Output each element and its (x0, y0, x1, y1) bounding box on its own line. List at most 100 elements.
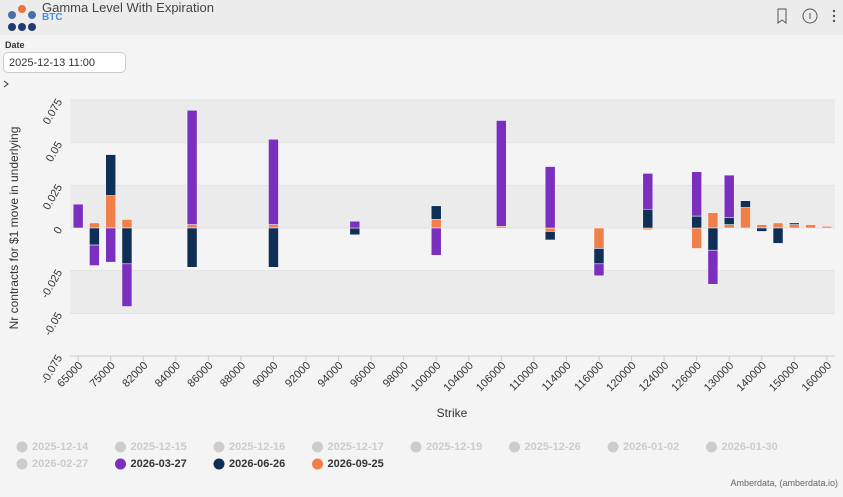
bar[interactable] (691, 215, 702, 229)
x-tick-label: 126000 (669, 360, 703, 394)
bar[interactable] (740, 200, 751, 208)
bar[interactable] (72, 203, 84, 229)
x-tick-label: 88000 (218, 360, 248, 390)
bar[interactable] (723, 224, 735, 229)
bar[interactable] (642, 208, 654, 229)
x-tick-label: 84000 (153, 360, 183, 390)
legend-label[interactable]: 2026-01-30 (722, 441, 778, 453)
bar[interactable] (105, 195, 116, 229)
x-tick-label: 96000 (348, 360, 378, 390)
x-tick-label: 130000 (702, 360, 736, 394)
date-input[interactable]: 2025-12-13 11:00 (3, 52, 126, 73)
bar[interactable] (89, 227, 100, 246)
bar[interactable] (268, 227, 279, 268)
bar[interactable] (544, 227, 556, 232)
legend-symbol[interactable] (706, 441, 717, 453)
bar[interactable] (496, 226, 507, 229)
bar[interactable] (723, 174, 735, 219)
legend-symbol[interactable] (312, 458, 323, 470)
legend-label[interactable]: 2025-12-14 (32, 441, 89, 453)
bar[interactable] (691, 171, 702, 217)
bar[interactable] (186, 227, 198, 268)
bar[interactable] (805, 224, 816, 229)
bar[interactable] (691, 227, 702, 249)
bar[interactable] (789, 224, 800, 229)
bar[interactable] (268, 139, 279, 225)
bar[interactable] (544, 231, 556, 241)
bar[interactable] (756, 224, 768, 229)
legend-label[interactable]: 2025-12-16 (229, 441, 285, 453)
y-tick-label: 0.025 (41, 182, 65, 212)
legend-symbol[interactable] (16, 441, 28, 453)
toolbar[interactable] (770, 4, 840, 28)
bar[interactable] (105, 227, 116, 263)
bar[interactable] (121, 227, 133, 265)
legend-label[interactable]: 2026-03-27 (131, 458, 187, 470)
bar[interactable] (349, 227, 361, 236)
x-tick-label: 100000 (409, 360, 443, 394)
bar[interactable] (740, 207, 751, 229)
x-tick-label: 114000 (540, 360, 574, 394)
legend-label[interactable]: 2025-12-15 (131, 441, 187, 453)
x-tick-label: 120000 (604, 360, 638, 394)
bar[interactable] (707, 212, 719, 229)
legend-label[interactable]: 2025-12-17 (328, 441, 384, 453)
legend-symbol[interactable] (312, 441, 323, 453)
x-tick-label: 106000 (474, 360, 508, 394)
legend-symbol[interactable] (115, 458, 126, 470)
bar[interactable] (430, 205, 442, 220)
bar[interactable] (121, 219, 133, 229)
legend-label[interactable]: 2025-12-26 (525, 441, 581, 453)
bar[interactable] (121, 263, 133, 307)
legend-symbol[interactable] (213, 441, 225, 453)
legend-symbol[interactable] (410, 441, 422, 453)
bar[interactable] (642, 173, 654, 210)
bar[interactable] (593, 248, 605, 265)
x-tick-label: 94000 (316, 360, 346, 390)
date-label: Date (5, 40, 25, 50)
bar[interactable] (593, 227, 605, 249)
bar[interactable] (349, 220, 361, 229)
legend-label[interactable]: 2026-09-25 (328, 458, 384, 470)
legend-label[interactable]: 2026-06-26 (229, 458, 285, 470)
plot-band (70, 270, 835, 314)
bar[interactable] (723, 217, 735, 225)
legend-label[interactable]: 2025-12-19 (426, 441, 482, 453)
legend-symbol[interactable] (607, 441, 619, 453)
plot-band (70, 100, 835, 143)
bar[interactable] (821, 226, 833, 229)
bar[interactable] (89, 222, 100, 229)
bar[interactable] (707, 249, 719, 285)
y-tick-label: -0.05 (42, 310, 65, 338)
bar[interactable] (544, 166, 556, 229)
bar[interactable] (756, 227, 768, 232)
expand[interactable] (2, 79, 12, 89)
bar[interactable] (89, 244, 100, 266)
bar[interactable] (707, 227, 719, 251)
bar[interactable] (430, 219, 442, 229)
bar[interactable] (430, 227, 442, 256)
bar[interactable] (593, 263, 605, 277)
legend-label[interactable]: 2026-01-02 (623, 441, 679, 453)
logo (8, 5, 36, 31)
legend-symbol[interactable] (509, 441, 520, 453)
bar[interactable] (642, 227, 654, 230)
legend-label[interactable]: 2026-02-27 (32, 458, 88, 470)
legend-symbol[interactable] (213, 458, 225, 470)
bar[interactable] (496, 120, 507, 227)
x-tick-label: 86000 (185, 360, 215, 390)
y-tick-label: 0.05 (44, 140, 65, 165)
bar[interactable] (789, 222, 800, 225)
y-tick-label: -0.025 (39, 268, 65, 301)
bar[interactable] (186, 109, 198, 225)
bar[interactable] (186, 224, 198, 229)
bar[interactable] (772, 222, 784, 229)
bar[interactable] (105, 154, 116, 196)
credit: Amberdata, (amberdata.io) (730, 478, 838, 488)
bar[interactable] (268, 224, 279, 229)
legend-symbol[interactable] (16, 458, 28, 470)
bar[interactable] (772, 227, 784, 244)
legend-symbol[interactable] (115, 441, 126, 453)
